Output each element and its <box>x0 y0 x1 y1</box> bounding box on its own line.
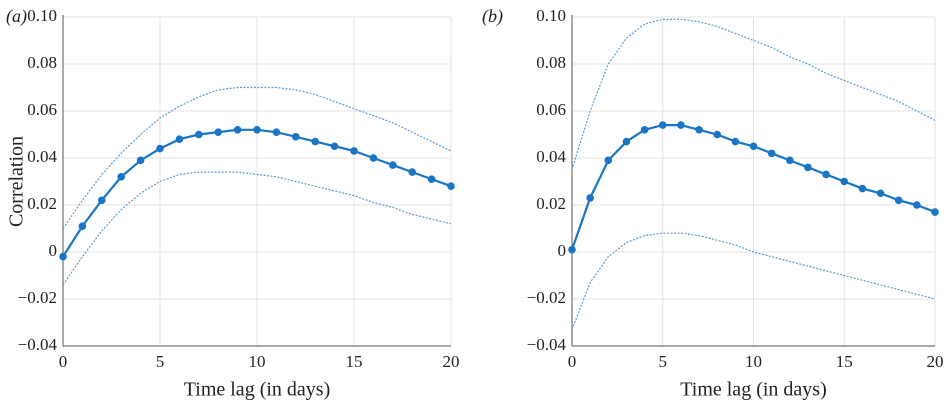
point <box>840 177 849 186</box>
point <box>604 156 613 165</box>
point <box>658 121 667 129</box>
point <box>894 196 903 205</box>
y-tick-label: 0.10 <box>27 6 57 25</box>
y-tick-label: −0.02 <box>18 288 57 307</box>
point <box>427 175 436 183</box>
point <box>272 128 281 136</box>
point <box>786 156 794 165</box>
point <box>447 182 455 190</box>
x-tick-label: 0 <box>59 352 68 371</box>
point <box>913 201 921 209</box>
point <box>408 168 417 176</box>
x-tick-label: 20 <box>927 352 944 371</box>
point <box>858 184 867 193</box>
y-tick-label: 0.02 <box>536 194 566 213</box>
point <box>78 222 87 230</box>
point <box>731 137 740 146</box>
point <box>59 252 67 261</box>
panel-title: (a) <box>6 6 27 27</box>
y-tick-label: 0.08 <box>27 53 57 72</box>
point <box>175 135 184 143</box>
point <box>640 126 649 134</box>
panel-title: (b) <box>482 6 503 27</box>
y-tick-label: 0 <box>558 241 567 260</box>
x-tick-label: 5 <box>156 352 165 371</box>
y-tick-label: 0.06 <box>536 100 566 119</box>
y-tick-label: 0.10 <box>536 6 566 25</box>
point <box>804 163 812 172</box>
x-tick-label: 10 <box>745 352 762 371</box>
point <box>931 208 939 216</box>
point <box>292 133 300 141</box>
point <box>389 161 397 169</box>
point <box>98 196 106 205</box>
point <box>369 154 378 162</box>
point <box>822 170 830 179</box>
y-tick-label: 0.02 <box>27 194 57 213</box>
point <box>677 121 685 129</box>
y-tick-label: −0.04 <box>527 335 567 354</box>
point <box>767 149 776 158</box>
series-line <box>62 86 452 229</box>
y-tick-label: 0.08 <box>536 53 566 72</box>
point <box>330 142 339 151</box>
point <box>117 173 125 181</box>
point <box>695 126 703 134</box>
x-axis-label: Time lag (in days) <box>680 379 826 401</box>
y-tick-label: 0.04 <box>536 147 566 166</box>
y-tick-label: 0.06 <box>27 100 57 119</box>
x-tick-label: 15 <box>346 352 363 371</box>
y-tick-label: 0.04 <box>27 147 57 166</box>
series-line <box>62 171 452 286</box>
y-tick-label: −0.02 <box>527 288 566 307</box>
point <box>876 189 885 198</box>
y-tick-label: −0.04 <box>18 335 58 354</box>
point <box>195 130 203 139</box>
point <box>233 126 242 134</box>
y-axis-label: Correlation <box>6 136 28 227</box>
point <box>350 147 358 155</box>
point <box>586 194 594 202</box>
series-line <box>571 232 936 330</box>
x-tick-label: 0 <box>568 352 577 371</box>
point <box>713 130 721 139</box>
y-tick-label: 0 <box>49 241 58 260</box>
x-tick-label: 5 <box>659 352 668 371</box>
point <box>311 137 320 146</box>
x-tick-label: 15 <box>836 352 853 371</box>
x-axis-label: Time lag (in days) <box>184 379 330 401</box>
x-tick-label: 20 <box>443 352 460 371</box>
point <box>253 126 261 134</box>
point <box>136 156 145 165</box>
point <box>214 128 222 136</box>
point <box>568 245 576 254</box>
point <box>156 144 164 153</box>
point <box>749 142 758 151</box>
x-tick-label: 10 <box>249 352 266 371</box>
point <box>622 137 631 146</box>
series-line <box>571 18 936 170</box>
